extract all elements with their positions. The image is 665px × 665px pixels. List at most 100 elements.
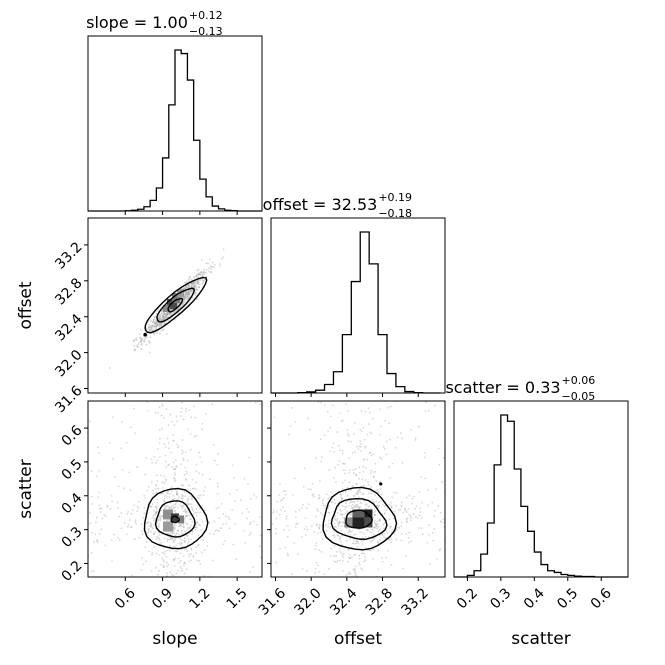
sample-point bbox=[210, 266, 212, 269]
sample-point bbox=[381, 556, 383, 559]
sample-point bbox=[346, 527, 349, 529]
sample-point bbox=[184, 297, 186, 300]
sample-point bbox=[130, 512, 133, 515]
sample-point bbox=[156, 323, 159, 326]
sample-point bbox=[182, 504, 185, 507]
sample-point bbox=[312, 493, 315, 496]
sample-point bbox=[367, 505, 369, 508]
sample-point bbox=[144, 560, 147, 563]
sample-point bbox=[147, 328, 150, 331]
sample-point bbox=[354, 473, 357, 476]
sample-point bbox=[356, 506, 359, 508]
sample-point bbox=[190, 524, 192, 527]
sample-point bbox=[327, 519, 330, 522]
sample-point bbox=[183, 539, 186, 542]
sample-point bbox=[140, 523, 143, 526]
sample-point bbox=[218, 263, 221, 265]
sample-point bbox=[321, 498, 324, 501]
sample-point bbox=[168, 463, 171, 466]
sample-point bbox=[372, 537, 375, 540]
sample-point bbox=[202, 494, 205, 496]
sample-point bbox=[175, 501, 178, 504]
sample-point bbox=[424, 477, 427, 480]
sample-point bbox=[148, 530, 150, 533]
sample-point bbox=[198, 286, 201, 289]
sample-point bbox=[161, 314, 164, 317]
sample-point bbox=[358, 489, 361, 491]
sample-point bbox=[338, 522, 341, 524]
sample-point bbox=[154, 513, 157, 516]
sample-point bbox=[404, 509, 407, 512]
sample-point bbox=[204, 412, 207, 415]
sample-point bbox=[377, 568, 380, 571]
sample-point bbox=[352, 472, 355, 474]
sample-point bbox=[192, 283, 195, 286]
sample-point bbox=[183, 537, 186, 540]
sample-point bbox=[175, 490, 178, 492]
sample-point bbox=[156, 459, 159, 462]
sample-point bbox=[372, 453, 375, 455]
sample-point bbox=[163, 552, 166, 555]
sample-point bbox=[153, 456, 156, 458]
sample-point bbox=[200, 279, 202, 282]
sample-point bbox=[343, 479, 346, 482]
sample-point bbox=[167, 316, 169, 319]
sample-point bbox=[89, 522, 92, 525]
sample-point bbox=[169, 493, 171, 495]
sample-point bbox=[374, 526, 377, 529]
sample-point bbox=[282, 506, 284, 509]
sample-point bbox=[222, 543, 225, 546]
sample-point bbox=[171, 308, 173, 311]
sample-point bbox=[359, 445, 362, 448]
sample-point bbox=[181, 496, 184, 498]
sample-point bbox=[349, 553, 351, 556]
sample-point bbox=[172, 504, 175, 507]
sample-point bbox=[186, 292, 188, 294]
sample-point bbox=[192, 286, 195, 289]
sample-point bbox=[185, 470, 188, 473]
title-lower-error: −0.18 bbox=[378, 207, 412, 220]
sample-point bbox=[173, 506, 175, 509]
sample-point bbox=[180, 448, 183, 451]
sample-point bbox=[186, 535, 189, 538]
sample-point bbox=[367, 484, 370, 486]
sample-point bbox=[374, 470, 377, 473]
sample-point bbox=[161, 318, 164, 321]
sample-point bbox=[310, 525, 313, 528]
sample-point bbox=[357, 489, 360, 492]
sample-point bbox=[179, 559, 182, 562]
sample-point bbox=[339, 513, 342, 515]
sample-point bbox=[160, 323, 163, 325]
sample-point bbox=[364, 445, 366, 448]
sample-point bbox=[383, 513, 386, 516]
sample-point bbox=[408, 531, 411, 534]
sample-point bbox=[197, 534, 200, 537]
sample-point bbox=[177, 557, 180, 560]
sample-point bbox=[194, 528, 197, 531]
sample-point bbox=[185, 514, 188, 517]
sample-point bbox=[363, 552, 366, 555]
sample-point bbox=[161, 309, 164, 312]
sample-point bbox=[175, 465, 178, 467]
sample-point bbox=[327, 498, 329, 500]
sample-point bbox=[360, 540, 363, 543]
sample-point bbox=[410, 519, 412, 522]
sample-point bbox=[349, 572, 352, 575]
sample-point bbox=[181, 401, 183, 404]
sample-point bbox=[203, 279, 205, 282]
sample-point bbox=[359, 471, 361, 474]
sample-point bbox=[390, 563, 393, 566]
sample-point bbox=[190, 290, 193, 293]
sample-point bbox=[154, 323, 157, 325]
sample-point bbox=[345, 500, 348, 503]
sample-point bbox=[442, 457, 445, 459]
sample-point bbox=[145, 343, 148, 346]
sample-point bbox=[190, 416, 193, 419]
sample-point bbox=[318, 497, 320, 500]
sample-point bbox=[162, 313, 165, 316]
histogram-offset bbox=[271, 231, 441, 394]
sample-point bbox=[183, 287, 186, 289]
sample-point bbox=[220, 503, 223, 505]
sample-point bbox=[349, 513, 352, 516]
sample-point bbox=[136, 344, 139, 347]
